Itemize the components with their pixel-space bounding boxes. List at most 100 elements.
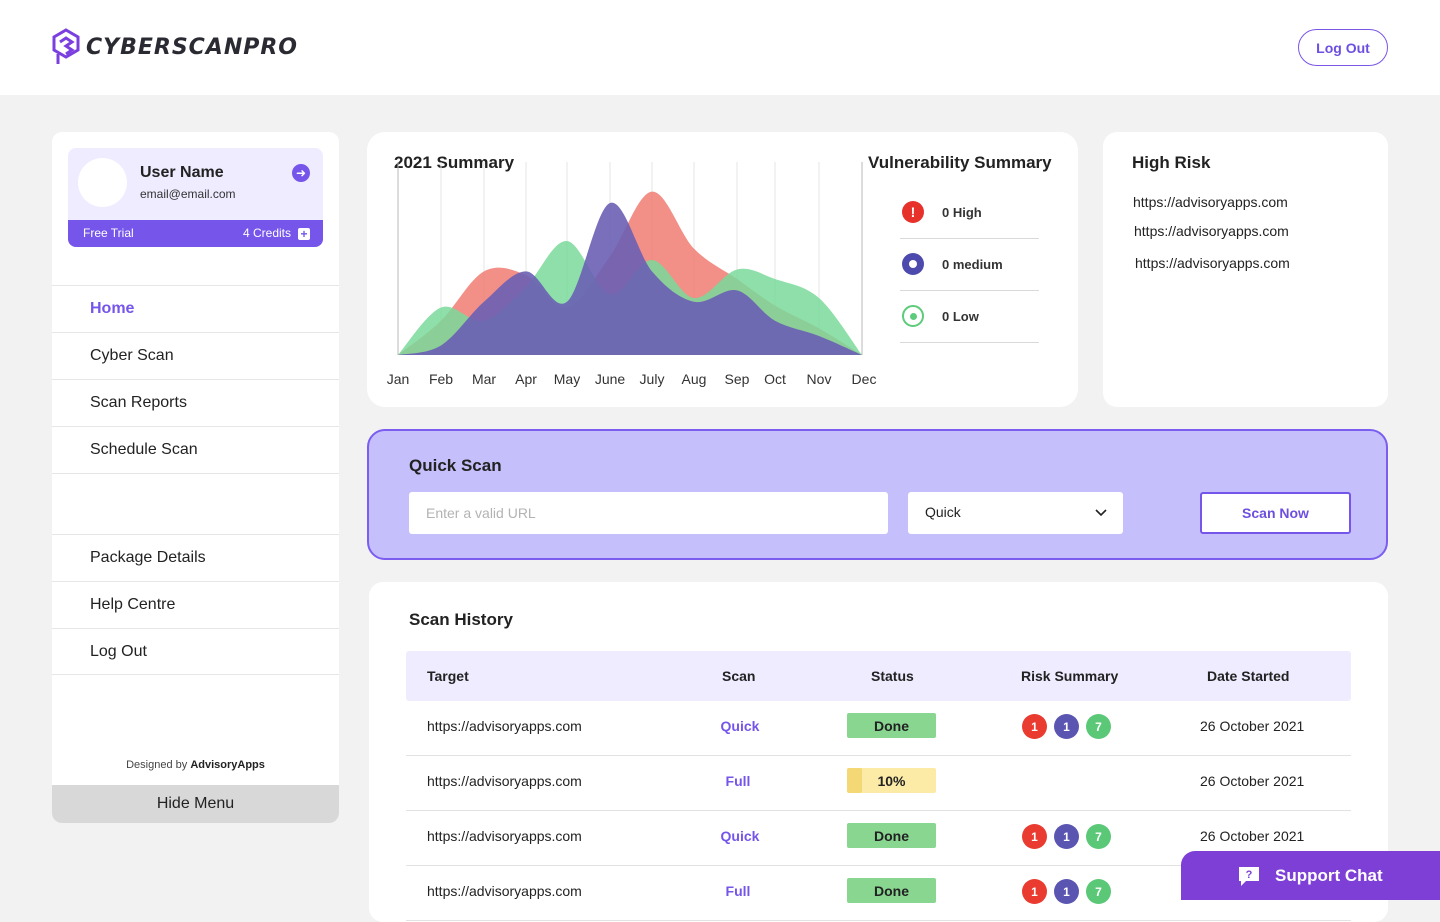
status-badge: Done <box>847 713 936 738</box>
high-risk-link[interactable]: https://advisoryapps.com <box>1133 194 1288 210</box>
vuln-row-low: 0 Low <box>900 291 1039 343</box>
high-risk-title: High Risk <box>1132 153 1211 172</box>
month-tick-label: May <box>553 371 581 387</box>
row-date-started: 26 October 2021 <box>1200 718 1305 734</box>
vuln-low-label: 0 Low <box>942 309 979 324</box>
credits-count: 4 Credits <box>243 226 292 240</box>
arrow-right-icon[interactable]: ➜ <box>292 164 310 182</box>
row-scan-type: Quick <box>720 718 760 734</box>
support-chat-label: Support Chat <box>1275 866 1383 885</box>
nav-item-help-centre[interactable]: Help Centre <box>52 581 339 628</box>
logout-button[interactable]: Log Out <box>1298 29 1388 66</box>
scan-history-title: Scan History <box>409 610 513 629</box>
nav-spacer <box>52 473 339 534</box>
vuln-row-medium: 0 medium <box>900 239 1039 291</box>
nav-item-scan-reports[interactable]: Scan Reports <box>52 379 339 426</box>
table-row[interactable]: https://advisoryapps.com Full 10% 26 Octobe… <box>406 756 1351 811</box>
status-label: Done <box>874 882 909 899</box>
row-scan-type: Quick <box>720 828 760 844</box>
high-risk-link[interactable]: https://advisoryapps.com <box>1135 255 1290 271</box>
column-header-target: Target <box>427 668 469 684</box>
vuln-medium-label: 0 medium <box>942 257 1003 272</box>
risk-medium-count: 1 <box>1054 824 1079 849</box>
avatar <box>78 158 127 207</box>
user-email: email@email.com <box>140 187 236 201</box>
plan-bar: Free Trial 4 Credits + <box>68 220 323 247</box>
column-header-status: Status <box>871 668 914 684</box>
table-row[interactable]: https://advisoryapps.com Quick Done 1 1 7 26 O… <box>406 701 1351 756</box>
scan-now-button[interactable]: Scan Now <box>1200 492 1351 534</box>
plus-icon[interactable]: + <box>298 228 310 240</box>
designed-by-brand: AdvisoryApps <box>190 759 265 771</box>
table-header: Target Scan Status Risk Summary Date Sta… <box>406 651 1351 701</box>
month-tick-label: July <box>639 371 665 387</box>
month-tick-label: Jan <box>386 371 410 387</box>
alert-icon: ! <box>902 201 924 223</box>
risk-medium-count: 1 <box>1054 879 1079 904</box>
row-target[interactable]: https://advisoryapps.com <box>427 883 582 899</box>
column-header-date-started: Date Started <box>1207 668 1290 684</box>
scan-type-value: Quick <box>925 504 961 520</box>
month-tick-label: Feb <box>428 371 454 387</box>
risk-high-count: 1 <box>1022 879 1047 904</box>
risk-high-count: 1 <box>1022 824 1047 849</box>
chat-question-icon: ? <box>1239 867 1259 886</box>
designed-by-prefix: Designed by <box>126 759 188 771</box>
summary-area-chart <box>397 162 863 355</box>
vuln-high-label: 0 High <box>942 205 982 220</box>
url-input[interactable] <box>409 492 888 534</box>
high-risk-link[interactable]: https://advisoryapps.com <box>1134 223 1289 239</box>
summary-card: 2021 Summary Jan Feb Mar Apr May June July Aug S… <box>367 132 1078 407</box>
nav-item-package-details[interactable]: Package Details <box>52 534 339 581</box>
status-label: Done <box>874 827 909 844</box>
row-scan-type: Full <box>725 883 751 899</box>
month-tick-label: Dec <box>851 371 877 387</box>
month-tick-label: Aug <box>681 371 707 387</box>
column-header-risk-summary: Risk Summary <box>1021 668 1119 684</box>
profile-card: User Name email@email.com ➜ Free Trial 4… <box>68 148 323 247</box>
scan-type-select[interactable]: Quick <box>908 492 1123 534</box>
logo-mark-icon <box>52 28 80 64</box>
status-badge: 10% <box>847 768 936 793</box>
status-badge: Done <box>847 878 936 903</box>
month-tick-label: Sep <box>724 371 750 387</box>
dot-circle-icon <box>902 253 924 275</box>
status-label: Done <box>874 717 909 734</box>
nav-item-log-out[interactable]: Log Out <box>52 628 339 675</box>
row-scan-type: Full <box>725 773 751 789</box>
row-date-started: 26 October 2021 <box>1200 828 1305 844</box>
hide-menu-button[interactable]: Hide Menu <box>52 785 339 823</box>
support-chat-button[interactable]: ? Support Chat <box>1181 851 1440 900</box>
nav-item-cyber-scan[interactable]: Cyber Scan <box>52 332 339 379</box>
risk-low-count: 7 <box>1086 714 1111 739</box>
progress-fill <box>847 768 863 793</box>
table-row[interactable]: https://advisoryapps.com Quick Done 1 1 7 26 O… <box>406 811 1351 866</box>
month-tick-label: Apr <box>515 371 537 387</box>
status-badge: Done <box>847 823 936 848</box>
month-tick-label: June <box>594 371 626 387</box>
row-target[interactable]: https://advisoryapps.com <box>427 718 582 734</box>
plan-label: Free Trial <box>83 226 134 240</box>
risk-high-count: 1 <box>1022 714 1047 739</box>
risk-low-count: 7 <box>1086 879 1111 904</box>
row-date-started: 26 October 2021 <box>1200 773 1305 789</box>
designed-by: Designed by AdvisoryApps <box>52 759 339 771</box>
svg-text:?: ? <box>1246 869 1253 881</box>
area-series-3 <box>398 202 862 355</box>
high-risk-card: High Risk https://advisoryapps.com https… <box>1103 132 1388 407</box>
top-bar: CYBERSCANPRO Log Out <box>0 0 1440 95</box>
vulnerability-title: Vulnerability Summary <box>868 153 1052 172</box>
row-target[interactable]: https://advisoryapps.com <box>427 773 582 789</box>
quick-scan-card: Quick Scan Quick Scan Now <box>367 429 1388 560</box>
nav-item-home[interactable]: Home <box>52 285 339 332</box>
nav-item-schedule-scan[interactable]: Schedule Scan <box>52 426 339 473</box>
chevron-down-icon <box>1095 509 1107 517</box>
logo[interactable]: CYBERSCANPRO <box>52 27 298 67</box>
sidebar: User Name email@email.com ➜ Free Trial 4… <box>52 132 339 823</box>
row-target[interactable]: https://advisoryapps.com <box>427 828 582 844</box>
vuln-row-high: ! 0 High <box>900 187 1039 239</box>
user-name: User Name <box>140 164 224 181</box>
